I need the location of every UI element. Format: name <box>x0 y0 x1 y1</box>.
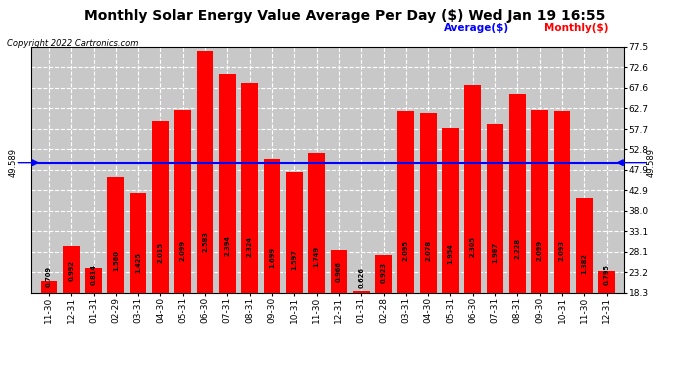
Bar <box>241 82 258 368</box>
Text: 1.382: 1.382 <box>581 253 587 274</box>
Bar <box>442 128 459 368</box>
Bar <box>308 153 325 368</box>
Bar <box>331 250 347 368</box>
Text: 2.228: 2.228 <box>514 238 520 259</box>
Text: 2.078: 2.078 <box>425 240 431 261</box>
Bar <box>63 246 79 368</box>
Text: 0.992: 0.992 <box>68 261 75 282</box>
Bar <box>197 51 213 368</box>
Bar <box>286 172 303 368</box>
Text: Average($): Average($) <box>444 23 509 33</box>
Text: 2.305: 2.305 <box>470 236 475 257</box>
Bar <box>598 271 615 368</box>
Text: 2.583: 2.583 <box>202 231 208 252</box>
Bar <box>375 255 392 368</box>
Text: 2.324: 2.324 <box>246 236 253 257</box>
Bar <box>576 198 593 368</box>
Text: Monthly Solar Energy Value Average Per Day ($) Wed Jan 19 16:55: Monthly Solar Energy Value Average Per D… <box>84 9 606 23</box>
Text: 0.814: 0.814 <box>90 264 97 285</box>
Text: 2.099: 2.099 <box>180 240 186 261</box>
Bar <box>486 124 504 368</box>
Bar <box>509 94 526 368</box>
Text: 1.749: 1.749 <box>313 246 319 267</box>
Bar <box>219 74 236 368</box>
Text: 1.560: 1.560 <box>113 250 119 271</box>
Bar <box>152 121 169 368</box>
Text: 1.425: 1.425 <box>135 253 141 273</box>
Text: 0.923: 0.923 <box>380 262 386 283</box>
Text: 0.966: 0.966 <box>336 261 342 282</box>
Text: 1.597: 1.597 <box>291 249 297 270</box>
Bar <box>108 177 124 368</box>
Bar <box>553 111 571 368</box>
Text: 0.795: 0.795 <box>604 264 609 285</box>
Bar <box>85 268 102 368</box>
Text: 2.394: 2.394 <box>224 235 230 256</box>
Text: 1.699: 1.699 <box>269 248 275 268</box>
Text: 0.709: 0.709 <box>46 266 52 286</box>
Text: 1.954: 1.954 <box>447 243 453 264</box>
Text: Copyright 2022 Cartronics.com: Copyright 2022 Cartronics.com <box>7 39 138 48</box>
Bar <box>41 281 57 368</box>
Text: 49.589: 49.589 <box>9 148 18 177</box>
Bar <box>264 159 280 368</box>
Text: 2.099: 2.099 <box>537 240 542 261</box>
Text: 2.095: 2.095 <box>403 240 409 261</box>
Text: 1.987: 1.987 <box>492 242 498 263</box>
Bar <box>175 110 191 368</box>
Text: 49.589: 49.589 <box>647 148 656 177</box>
Bar <box>130 193 146 368</box>
Text: 0.626: 0.626 <box>358 267 364 288</box>
Bar <box>353 291 370 368</box>
Bar <box>397 111 414 368</box>
Text: 2.015: 2.015 <box>157 242 164 262</box>
Bar <box>531 110 548 368</box>
Text: Monthly($): Monthly($) <box>544 23 609 33</box>
Text: 2.093: 2.093 <box>559 240 565 261</box>
Bar <box>464 85 481 368</box>
Bar <box>420 113 437 368</box>
